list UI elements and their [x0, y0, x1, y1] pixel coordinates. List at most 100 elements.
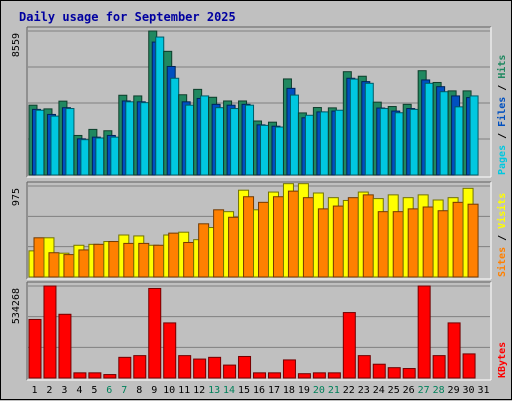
bar-hits-files-pages-pages-day-2 — [50, 115, 60, 176]
bar-hits-files-pages-pages-day-18 — [289, 94, 299, 176]
bar-kbytes-kbytes-day-16 — [253, 372, 267, 379]
bar-hits-files-pages-pages-day-12 — [200, 95, 210, 176]
x-tick-label-day-20: 20 — [313, 385, 325, 396]
bar-kbytes-kbytes-day-30 — [462, 353, 476, 379]
bar-hits-files-pages-pages-day-24 — [379, 108, 389, 176]
bar-kbytes-kbytes-day-4 — [73, 372, 87, 379]
bar-hits-files-pages-pages-day-11 — [185, 104, 195, 176]
bar-visits-sites-sites-day-16 — [258, 201, 270, 278]
bar-kbytes-kbytes-day-7 — [118, 356, 132, 379]
bar-hits-files-pages-pages-day-30 — [469, 95, 479, 176]
bar-visits-sites-sites-day-12 — [198, 223, 210, 278]
bar-hits-files-pages-pages-day-27 — [424, 82, 434, 176]
x-tick-label-day-5: 5 — [91, 385, 97, 396]
bar-kbytes-kbytes-day-29 — [447, 322, 461, 379]
panel-visits-sites-legend: Sites / Visits — [496, 193, 508, 277]
bar-hits-files-pages-pages-day-21 — [334, 109, 344, 176]
bar-kbytes-kbytes-day-5 — [88, 372, 102, 379]
bar-hits-files-pages-pages-day-16 — [260, 124, 270, 176]
bar-visits-sites-sites-day-8 — [138, 242, 150, 278]
bar-hits-files-pages-pages-day-4 — [80, 139, 90, 176]
legend-item: Sites — [496, 247, 508, 277]
bar-hits-files-pages-pages-day-14 — [230, 108, 240, 176]
bar-visits-sites-sites-day-19 — [302, 197, 314, 278]
bar-visits-sites-sites-day-5 — [93, 243, 105, 278]
bar-visits-sites-sites-day-3 — [63, 254, 75, 278]
bar-kbytes-kbytes-day-18 — [282, 359, 296, 379]
legend-item: / — [497, 79, 508, 97]
bar-kbytes-kbytes-day-25 — [387, 367, 401, 379]
bar-visits-sites-sites-day-13 — [213, 209, 225, 278]
bar-hits-files-pages-pages-day-23 — [364, 82, 374, 176]
bar-kbytes-kbytes-day-11 — [178, 355, 192, 379]
x-tick-label-day-4: 4 — [76, 385, 82, 396]
x-tick-label-day-24: 24 — [373, 385, 385, 396]
bar-visits-sites-sites-day-7 — [123, 242, 135, 278]
bar-hits-files-pages-pages-day-25 — [394, 112, 404, 176]
bar-kbytes-kbytes-day-15 — [238, 355, 252, 379]
bar-kbytes-kbytes-day-21 — [327, 372, 341, 379]
bar-hits-files-pages-pages-day-17 — [274, 126, 284, 176]
bar-visits-sites-sites-day-18 — [287, 190, 299, 278]
bar-visits-sites-sites-day-9 — [153, 244, 165, 278]
bar-visits-sites-sites-day-21 — [332, 205, 344, 278]
bar-visits-sites-sites-day-28 — [437, 210, 449, 278]
legend-item: Hits — [496, 55, 508, 79]
bar-hits-files-pages-pages-day-10 — [170, 77, 180, 176]
bar-visits-sites-sites-day-1 — [33, 237, 45, 278]
bar-kbytes-kbytes-day-12 — [193, 358, 207, 379]
x-tick-label-day-9: 9 — [151, 385, 157, 396]
x-tick-label-day-22: 22 — [343, 385, 355, 396]
bar-kbytes-kbytes-day-3 — [58, 313, 72, 379]
bar-kbytes-kbytes-day-22 — [342, 312, 356, 379]
bar-hits-files-pages-pages-day-7 — [125, 101, 135, 176]
legend-item: KBytes — [497, 342, 508, 378]
legend-item: / — [497, 127, 508, 145]
x-tick-label-day-12: 12 — [193, 385, 205, 396]
x-tick-label-day-29: 29 — [448, 385, 460, 396]
bar-kbytes-kbytes-day-27 — [417, 285, 431, 379]
x-tick-label-day-2: 2 — [46, 385, 52, 396]
panel-kbytes-legend: KBytes — [497, 342, 508, 378]
bar-hits-files-pages-pages-day-22 — [349, 78, 359, 176]
panel-visits-sites-ymax-label: 975 — [11, 188, 22, 206]
bar-kbytes-kbytes-day-6 — [103, 374, 117, 379]
x-tick-label-day-17: 17 — [268, 385, 280, 396]
bar-visits-sites-sites-day-15 — [243, 196, 255, 278]
legend-item: Pages — [497, 145, 508, 175]
bar-hits-files-pages-pages-day-26 — [409, 108, 419, 176]
bar-visits-sites-sites-day-6 — [108, 241, 120, 278]
legend-item: Files — [496, 97, 508, 127]
legend-item: / — [497, 229, 508, 247]
bar-kbytes-kbytes-day-28 — [432, 355, 446, 379]
x-tick-label-day-16: 16 — [253, 385, 265, 396]
x-tick-label-day-11: 11 — [178, 385, 190, 396]
bar-visits-sites-sites-day-11 — [183, 241, 195, 278]
bar-visits-sites-sites-day-22 — [347, 197, 359, 278]
x-tick-label-day-8: 8 — [136, 385, 142, 396]
bar-hits-files-pages-pages-day-3 — [65, 108, 75, 176]
chart-title: Daily usage for September 2025 — [19, 10, 236, 24]
panel-hits-files-pages-ymax-label: 8559 — [11, 33, 22, 57]
bar-kbytes-kbytes-day-9 — [148, 287, 162, 379]
bar-hits-files-pages-pages-day-29 — [454, 106, 464, 176]
bar-visits-sites-sites-day-10 — [168, 232, 180, 278]
x-tick-label-day-14: 14 — [223, 385, 235, 396]
x-tick-label-day-30: 30 — [463, 385, 475, 396]
bar-kbytes-kbytes-day-19 — [297, 373, 311, 379]
bar-visits-sites-sites-day-4 — [78, 249, 90, 278]
x-tick-label-day-21: 21 — [328, 385, 340, 396]
panel-hits-files-pages-legend: Pages / Files / Hits — [496, 55, 508, 175]
x-tick-label-day-26: 26 — [403, 385, 415, 396]
bar-visits-sites-sites-day-20 — [317, 208, 329, 278]
bar-kbytes-kbytes-day-10 — [163, 322, 177, 379]
bar-visits-sites-sites-day-2 — [48, 252, 60, 278]
bar-kbytes-kbytes-day-24 — [372, 363, 386, 379]
legend-item: Visits — [496, 193, 508, 229]
bar-hits-files-pages-pages-day-1 — [35, 109, 45, 176]
x-tick-label-day-23: 23 — [358, 385, 370, 396]
bar-visits-sites-sites-day-23 — [362, 194, 374, 278]
x-tick-label-day-18: 18 — [283, 385, 295, 396]
